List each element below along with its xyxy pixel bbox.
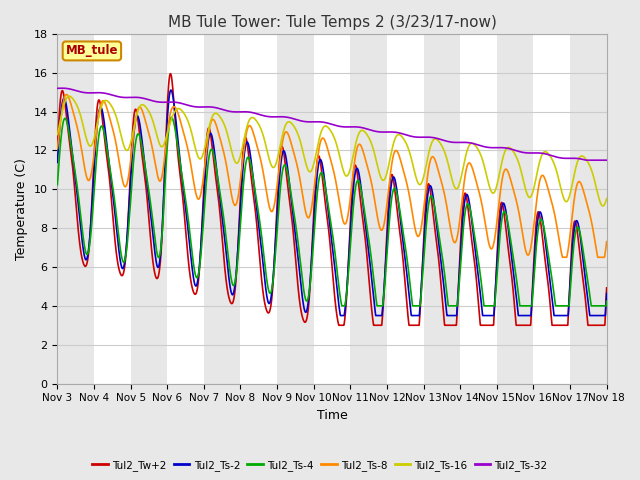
Bar bbox=[131, 34, 167, 384]
Bar bbox=[497, 34, 533, 384]
Title: MB Tule Tower: Tule Temps 2 (3/23/17-now): MB Tule Tower: Tule Temps 2 (3/23/17-now… bbox=[168, 15, 497, 30]
Bar bbox=[277, 34, 314, 384]
Bar bbox=[424, 34, 460, 384]
Y-axis label: Temperature (C): Temperature (C) bbox=[15, 158, 28, 260]
Bar bbox=[204, 34, 241, 384]
Bar bbox=[570, 34, 607, 384]
Bar bbox=[58, 34, 94, 384]
Text: MB_tule: MB_tule bbox=[66, 45, 118, 58]
X-axis label: Time: Time bbox=[317, 409, 348, 422]
Bar bbox=[350, 34, 387, 384]
Legend: Tul2_Tw+2, Tul2_Ts-2, Tul2_Ts-4, Tul2_Ts-8, Tul2_Ts-16, Tul2_Ts-32: Tul2_Tw+2, Tul2_Ts-2, Tul2_Ts-4, Tul2_Ts… bbox=[88, 456, 552, 475]
